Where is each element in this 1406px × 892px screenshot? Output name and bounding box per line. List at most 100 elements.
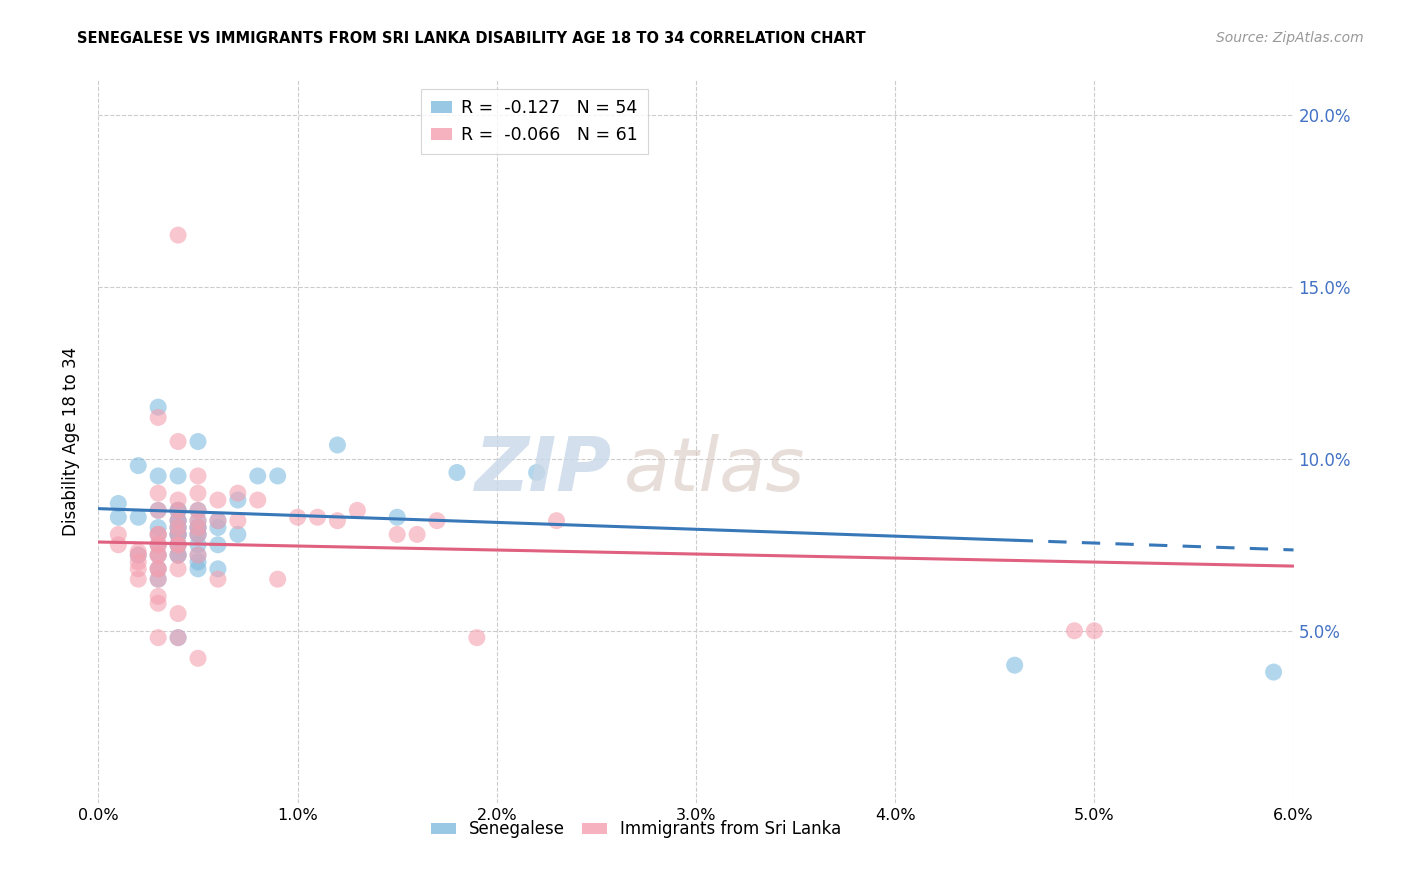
Point [148, 538, 170, 552]
Point [107, 510, 129, 524]
Point [148, 562, 170, 576]
Point [187, 527, 209, 541]
Point [187, 651, 209, 665]
Point [167, 503, 190, 517]
Point [127, 510, 149, 524]
Point [187, 527, 209, 541]
Point [326, 438, 349, 452]
Point [187, 520, 209, 534]
Point [148, 590, 170, 604]
Point [148, 400, 170, 414]
Point [207, 514, 229, 528]
Legend: Senegalese, Immigrants from Sri Lanka: Senegalese, Immigrants from Sri Lanka [425, 814, 848, 845]
Point [246, 469, 269, 483]
Text: SENEGALESE VS IMMIGRANTS FROM SRI LANKA DISABILITY AGE 18 TO 34 CORRELATION CHAR: SENEGALESE VS IMMIGRANTS FROM SRI LANKA … [77, 31, 866, 46]
Point [148, 572, 170, 586]
Point [385, 527, 409, 541]
Point [187, 503, 209, 517]
Point [167, 527, 190, 541]
Point [127, 562, 149, 576]
Point [167, 548, 190, 562]
Point [167, 514, 190, 528]
Point [167, 538, 190, 552]
Point [148, 562, 170, 576]
Text: ZIP: ZIP [475, 434, 613, 507]
Point [167, 514, 190, 528]
Point [267, 572, 290, 586]
Point [167, 228, 190, 243]
Point [167, 527, 190, 541]
Point [246, 493, 269, 508]
Point [226, 493, 249, 508]
Point [187, 520, 209, 534]
Point [167, 514, 190, 528]
Point [148, 548, 170, 562]
Point [207, 572, 229, 586]
Point [167, 527, 190, 541]
Point [226, 486, 249, 500]
Point [187, 486, 209, 500]
Point [167, 469, 190, 483]
Point [148, 631, 170, 645]
Point [187, 538, 209, 552]
Point [107, 527, 129, 541]
Point [127, 458, 149, 473]
Point [385, 510, 409, 524]
Point [1263, 665, 1285, 679]
Point [167, 562, 190, 576]
Point [1083, 624, 1105, 638]
Point [287, 510, 309, 524]
Point [207, 538, 229, 552]
Point [187, 514, 209, 528]
Text: Source: ZipAtlas.com: Source: ZipAtlas.com [1216, 31, 1364, 45]
Point [187, 562, 209, 576]
Point [187, 469, 209, 483]
Point [148, 572, 170, 586]
Point [226, 527, 249, 541]
Point [167, 538, 190, 552]
Point [127, 548, 149, 562]
Point [167, 520, 190, 534]
Point [107, 538, 129, 552]
Point [148, 527, 170, 541]
Point [426, 514, 449, 528]
Point [148, 520, 170, 534]
Point [267, 469, 290, 483]
Point [226, 514, 249, 528]
Point [207, 493, 229, 508]
Point [167, 631, 190, 645]
Point [187, 548, 209, 562]
Text: atlas: atlas [624, 434, 806, 507]
Point [1063, 624, 1085, 638]
Point [127, 555, 149, 569]
Point [148, 527, 170, 541]
Point [148, 548, 170, 562]
Point [127, 544, 149, 558]
Point [187, 520, 209, 534]
Point [148, 538, 170, 552]
Point [465, 631, 488, 645]
Point [167, 503, 190, 517]
Point [148, 596, 170, 610]
Point [187, 548, 209, 562]
Point [148, 486, 170, 500]
Point [446, 466, 468, 480]
Point [187, 434, 209, 449]
Point [167, 548, 190, 562]
Point [187, 527, 209, 541]
Point [167, 607, 190, 621]
Point [187, 503, 209, 517]
Point [167, 548, 190, 562]
Point [148, 548, 170, 562]
Point [127, 548, 149, 562]
Point [148, 538, 170, 552]
Point [148, 503, 170, 517]
Point [1004, 658, 1026, 673]
Point [148, 503, 170, 517]
Point [207, 520, 229, 534]
Point [167, 503, 190, 517]
Point [167, 493, 190, 508]
Point [167, 631, 190, 645]
Point [148, 410, 170, 425]
Point [167, 520, 190, 534]
